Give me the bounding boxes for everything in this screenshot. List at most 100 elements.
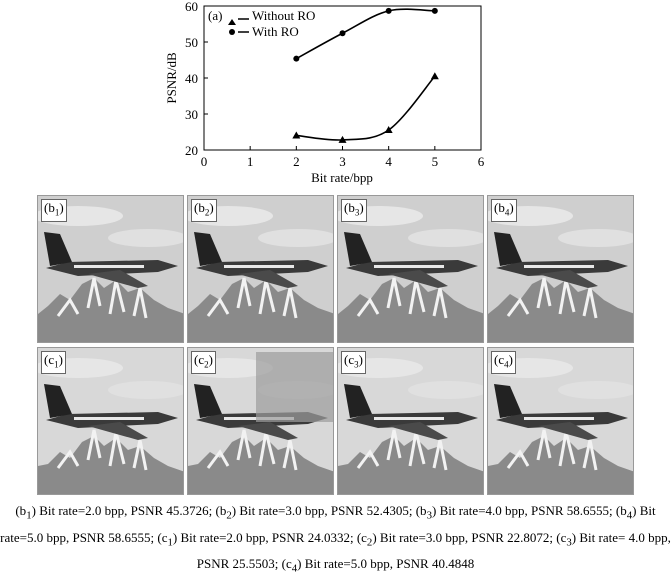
caption-entry-text: ) Bit rate=5.0 bpp, PSNR 40.4848 [297,556,475,572]
panel-label-index: 2 [204,207,210,218]
panel-label-b1: (b1) [41,199,67,222]
x-tick-label-4: 4 [385,154,392,169]
caption-entry-prefix: (c [281,556,292,572]
x-tick-label-3: 3 [339,154,346,169]
caption-entry-prefix: (c [157,529,168,545]
image-panel-b4: (b4) [487,195,634,343]
caption-entry: (b3) Bit rate=4.0 bpp, PSNR 58.6555; [415,503,616,522]
mountain-ridges [206,277,298,319]
panel-label-index: 1 [54,207,60,218]
x-tick-label-0: 0 [201,154,208,169]
cloud [108,229,183,247]
panel-label-index: 3 [354,207,360,218]
caption-entry-prefix: (c [556,529,567,545]
mountain-ridges [506,429,598,471]
panel-label-index: 4 [504,359,509,370]
x-axis-label: Bit rate/bpp [311,170,373,185]
panel-label-letter: b [198,200,205,215]
mountain-ridges [56,429,148,471]
panel-label-index: 2 [204,359,209,370]
figure-caption: (b1) Bit rate=2.0 bpp, PSNR 45.3726; (b2… [0,500,671,580]
point-without-ro-3 [430,72,439,80]
jet-wing [538,422,598,440]
caption-entry-index: 2 [366,536,373,549]
jet-stripe [524,265,594,268]
caption-entry-prefix: (b [415,503,427,518]
mountain-ridges [206,429,298,471]
caption-entry-prefix: (b [215,503,227,518]
legend-marker-without-ro [228,19,236,25]
mountain-ridges [356,429,448,471]
chart-series [292,7,439,143]
jet-wing [238,270,298,288]
y-tick-label-1: 30 [185,107,198,122]
x-tick-label-1: 1 [247,154,254,169]
jet-stripe [524,417,594,420]
caption-entry-text: ) Bit rate=2.0 bpp, PSNR 45.3726; [31,503,216,518]
legend-label-with-ro: With RO [252,24,299,39]
panel-label-b3: (b3) [341,199,367,222]
caption-entry-text: ) Bit rate=5.0 bpp, PSNR 58.6555; [0,503,656,545]
panel-label-c4: (c4) [491,351,516,374]
panel-label-b2: (b2) [191,199,217,222]
image-panel-c1: (c1) [37,347,184,495]
cloud [408,381,483,399]
panel-label-c2: (c2) [191,351,216,374]
jet-tail [44,384,72,418]
panel-label-letter: c [498,352,505,367]
panel-label-letter: c [48,352,55,367]
series-line-without-ro [296,75,436,141]
legend-marker-with-ro [229,29,235,35]
panel-label-index: 3 [354,359,359,370]
point-with-ro-0 [293,55,300,62]
caption-entry: (b4) Bit rate=5.0 bpp, PSNR 58.6555; [0,503,656,545]
caption-entry-index: 3 [566,536,572,549]
y-tick-label-4: 60 [185,0,198,14]
cloud [558,381,633,399]
image-panel-b3: (b3) [337,195,484,343]
image-panel-b2: (b2) [187,195,334,343]
image-panel-b1: (b1) [37,195,184,343]
y-tick-label-3: 50 [185,35,198,50]
jet-stripe [374,265,444,268]
mountain-ridges [506,277,598,319]
psnr-chart: 0 1 2 3 4 5 6 20 30 40 50 60 (a) Without RO With RO… [164,0,485,185]
panel-label-letter: c [198,352,205,367]
image-panel-c4: (c4) [487,347,634,495]
jet-tail [494,384,522,418]
point-with-ro-3 [431,7,438,14]
caption-entry-index: 4 [626,509,633,522]
caption-entry-prefix: (b [15,503,27,518]
cloud [108,381,183,399]
point-without-ro-1 [338,135,347,143]
cloud [558,229,633,247]
panel-label-a: (a) [208,8,222,23]
jet-wing [88,270,148,288]
mountain-ridges [356,277,448,319]
y-axis-label: PSNR/dB [164,52,179,104]
point-without-ro-0 [292,131,301,139]
caption-entry-text: ) Bit rate=2.0 bpp, PSNR 24.0332; [172,529,357,545]
caption-entry-index: 1 [26,509,32,522]
jet-wing [388,422,448,440]
chart-legend: Without RO With RO [228,8,315,39]
jet-wing [88,422,148,440]
caption-entry-text: ) Bit rate=4.0 bpp, PSNR 58.6555; [431,503,616,518]
caption-entry: (c1) Bit rate=2.0 bpp, PSNR 24.0332; [157,529,357,549]
series-line-with-ro [295,8,435,60]
legend-label-without-ro: Without RO [252,8,315,23]
cloud [408,229,483,247]
jet-tail [344,384,372,418]
panel-label-index: 1 [54,359,59,370]
caption-entry-text: ) Bit rate=3.0 bpp, PSNR 52.4305; [231,503,416,518]
image-panel-c3: (c3) [337,347,484,495]
caption-entry-prefix: (b [615,503,627,518]
panel-label-letter: b [348,200,355,215]
caption-entry: (b2) Bit rate=3.0 bpp, PSNR 52.4305; [215,503,416,522]
chart-axes [203,5,482,151]
caption-entry: (c4) Bit rate=5.0 bpp, PSNR 40.4848 [281,556,475,575]
jet-wing [238,422,298,440]
panel-label-letter: b [498,200,505,215]
panel-label-c1: (c1) [41,351,66,374]
jet-tail [44,232,72,266]
